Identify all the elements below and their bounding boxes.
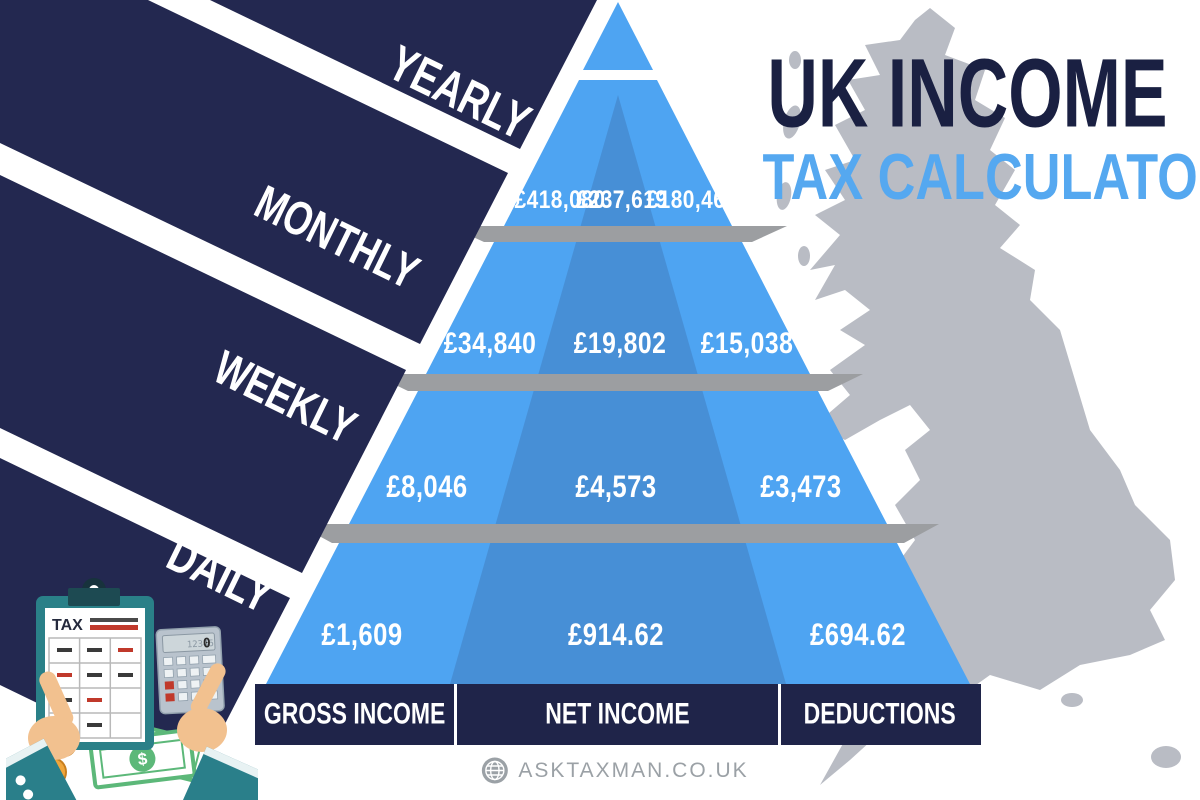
- column-deductions-label: DEDUCTIONS: [803, 697, 956, 731]
- column-net-income: NET INCOME: [454, 684, 778, 745]
- value-monthly-deduct: £15,038: [700, 325, 794, 360]
- value-weekly-gross: £8,046: [386, 469, 468, 504]
- ribbon-weekly: [0, 175, 406, 573]
- value-weekly-deduct: £3,473: [760, 469, 842, 504]
- value-weekly-net: £4,573: [575, 469, 657, 504]
- title-block: UK INCOME TAX CALCULATOR: [750, 38, 1200, 213]
- column-deductions: DEDUCTIONS: [778, 684, 978, 745]
- title-line2: TAX CALCULATOR: [762, 140, 1200, 214]
- svg-text:$: $: [137, 749, 149, 769]
- value-monthly-net: £19,802: [573, 325, 667, 360]
- footer: ASKTAXMAN.CO.UK: [481, 757, 748, 784]
- column-net-label: NET INCOME: [545, 697, 690, 731]
- tax-illustration: $ $ $ $ TAX: [6, 578, 258, 800]
- footer-site-text[interactable]: ASKTAXMAN.CO.UK: [518, 758, 749, 782]
- ribbon-monthly: [0, 0, 508, 344]
- column-gross-income: GROSS INCOME: [255, 684, 454, 745]
- tax-document-label: TAX: [52, 617, 83, 634]
- value-yearly-gross: £418,080: [514, 185, 606, 214]
- globe-icon: [481, 757, 508, 784]
- column-bar: GROSS INCOME NET INCOME DEDUCTIONS: [255, 684, 981, 745]
- value-yearly-deduct: £180,461: [646, 185, 738, 214]
- hand-left: [6, 671, 80, 800]
- value-daily-deduct: £694.62: [809, 617, 907, 652]
- apex-separator: [548, 70, 690, 80]
- hand-right: [177, 663, 258, 800]
- svg-text:12345: 12345: [187, 639, 215, 650]
- value-daily-gross: £1,609: [321, 617, 403, 652]
- column-gross-label: GROSS INCOME: [263, 697, 446, 731]
- value-monthly-gross: £34,840: [443, 325, 537, 360]
- pyramid-apex: [583, 2, 653, 70]
- title-line1: UK INCOME: [767, 39, 1168, 149]
- value-yearly-net: £237,619: [576, 185, 668, 214]
- calculator-display: 0: [203, 636, 212, 651]
- tier-separators: [297, 226, 939, 543]
- value-daily-net: £914.62: [567, 617, 665, 652]
- ribbon-yearly: [210, 0, 597, 149]
